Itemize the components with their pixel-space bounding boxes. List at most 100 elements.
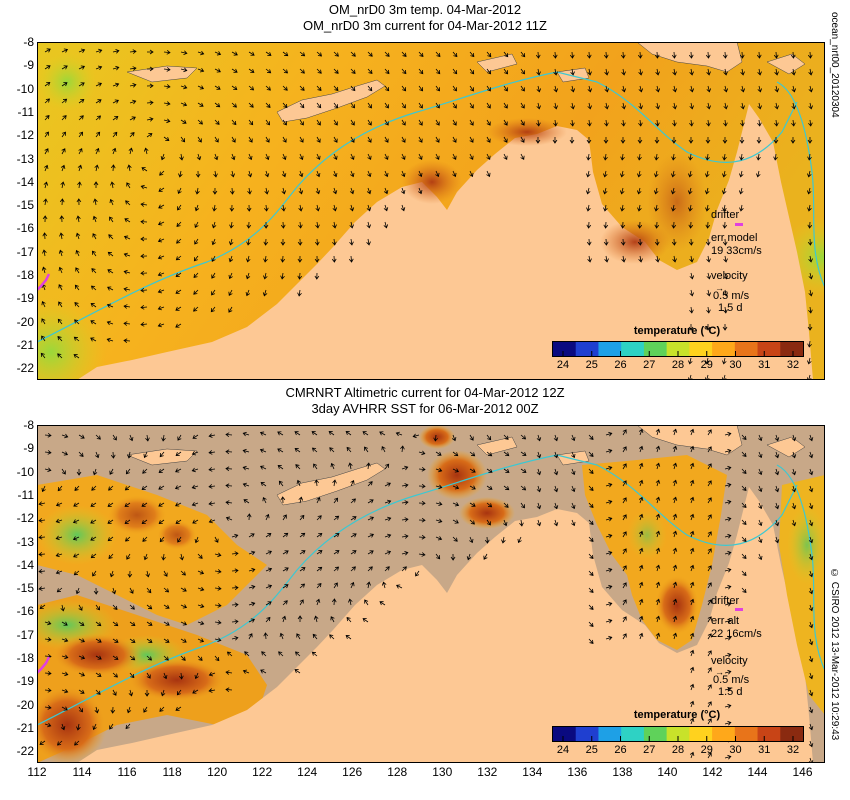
- current-vector: [248, 119, 254, 126]
- current-vector: [553, 434, 559, 442]
- current-vector: [469, 51, 475, 58]
- top-colorbar-title: temperature (°C): [633, 325, 721, 337]
- current-vector: [807, 238, 813, 246]
- current-vector: [418, 500, 426, 506]
- current-vector: [333, 102, 339, 109]
- current-vector: [808, 451, 814, 459]
- current-vector: [724, 465, 732, 471]
- current-vector: [242, 669, 250, 674]
- current-vector: [655, 119, 660, 127]
- current-vector: [208, 671, 216, 677]
- cape-york-island: [766, 53, 806, 75]
- current-vector: [44, 637, 52, 642]
- current-vector: [129, 655, 136, 661]
- current-vector: [214, 603, 222, 608]
- current-vector: [400, 445, 405, 453]
- current-vector: [503, 468, 510, 473]
- current-vector: [299, 153, 304, 161]
- current-vector: [157, 238, 165, 243]
- current-vector: [451, 434, 457, 442]
- current-vector: [739, 204, 744, 212]
- current-vector: [333, 566, 340, 572]
- current-vector: [520, 468, 527, 473]
- current-vector: [129, 638, 136, 643]
- current-vector: [111, 587, 117, 595]
- current-vector: [146, 655, 153, 661]
- current-vector: [722, 238, 728, 246]
- current-vector: [570, 68, 575, 76]
- top-lat-tick-label: -13: [16, 151, 34, 166]
- lon-tick-label: 144: [747, 765, 768, 779]
- bottom-err-value: 22 16cm/s: [711, 628, 762, 640]
- current-vector: [61, 637, 69, 643]
- current-vector: [108, 485, 114, 491]
- current-vector: [367, 153, 372, 161]
- current-vector: [622, 616, 627, 623]
- current-vector: [112, 65, 120, 71]
- current-vector: [689, 615, 695, 623]
- current-vector: [129, 604, 135, 610]
- current-vector: [194, 536, 199, 544]
- current-vector: [208, 433, 216, 438]
- current-vector: [93, 198, 98, 206]
- colorbar-segment: [712, 727, 736, 741]
- current-vector: [214, 102, 221, 108]
- current-vector: [248, 68, 255, 73]
- current-vector: [724, 533, 732, 539]
- current-vector: [553, 468, 559, 476]
- current-vector: [620, 238, 626, 246]
- current-vector: [655, 530, 661, 538]
- bottom-err-label: err alt: [711, 615, 740, 627]
- current-vector: [157, 221, 165, 226]
- current-vector: [418, 466, 426, 472]
- current-vector: [605, 431, 613, 437]
- current-vector: [44, 432, 52, 438]
- current-vector: [791, 85, 797, 93]
- current-vector: [350, 533, 357, 538]
- warm-water-patch: [107, 495, 167, 535]
- current-vector: [94, 706, 100, 714]
- current-vector: [38, 501, 46, 506]
- current-vector: [112, 434, 117, 441]
- current-vector: [384, 85, 390, 92]
- current-vector: [60, 604, 65, 612]
- current-vector: [486, 119, 491, 126]
- current-vector: [331, 255, 337, 263]
- current-vector: [228, 255, 234, 263]
- current-vector: [332, 221, 337, 229]
- current-vector: [384, 550, 392, 555]
- current-vector: [316, 496, 321, 504]
- current-vector: [654, 221, 660, 229]
- current-vector: [619, 187, 625, 195]
- current-vector: [191, 501, 199, 507]
- current-vector: [672, 564, 678, 572]
- current-vector: [418, 68, 424, 75]
- current-vector: [78, 638, 85, 643]
- current-vector: [158, 204, 165, 209]
- current-vector: [773, 153, 778, 161]
- current-vector: [129, 99, 137, 105]
- current-vector: [180, 67, 188, 73]
- bottom-lat-tick-label: -10: [16, 464, 34, 479]
- current-vector: [55, 535, 63, 541]
- current-vector: [384, 51, 390, 57]
- current-vector: [791, 451, 797, 459]
- current-vector: [552, 51, 558, 59]
- current-vector: [73, 336, 80, 342]
- current-vector: [588, 468, 594, 474]
- current-vector: [588, 621, 594, 627]
- current-vector: [146, 604, 153, 610]
- current-vector: [536, 434, 542, 442]
- current-vector: [191, 467, 199, 473]
- current-vector: [265, 153, 270, 161]
- current-vector: [655, 85, 661, 93]
- current-vector: [157, 322, 165, 328]
- current-vector: [44, 48, 51, 53]
- current-vector: [638, 119, 643, 127]
- current-vector: [107, 502, 114, 507]
- current-vector: [180, 655, 186, 661]
- current-vector: [808, 655, 814, 663]
- current-vector: [758, 502, 763, 510]
- current-vector: [178, 170, 183, 178]
- current-vector: [214, 620, 222, 625]
